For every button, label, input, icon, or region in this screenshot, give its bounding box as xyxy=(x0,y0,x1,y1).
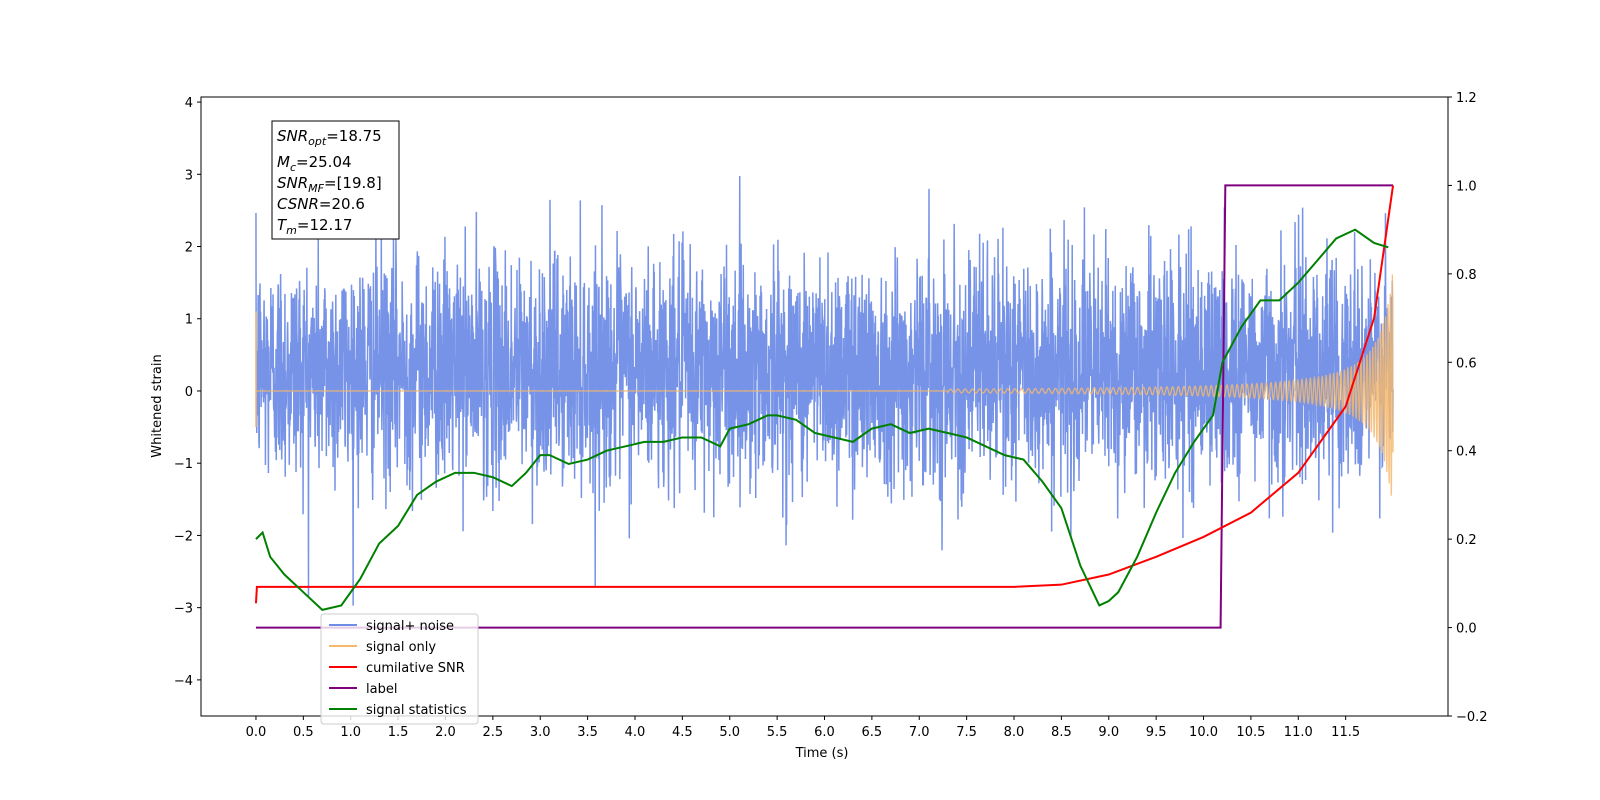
y-left-tick-label: −4 xyxy=(174,674,193,689)
x-axis-label: Time (s) xyxy=(795,746,849,761)
y-right-tick-label: 0.8 xyxy=(1456,268,1477,283)
x-tick-label: 9.0 xyxy=(1098,725,1119,740)
y-left-tick-label: 4 xyxy=(185,96,193,111)
info-box: SNRopt=18.75 Mc=25.04 SNRMF=[19.8] CSNR=… xyxy=(271,120,400,240)
legend-label-label: label xyxy=(366,682,397,697)
x-tick-label: 2.0 xyxy=(435,725,456,740)
x-tick-label: 7.5 xyxy=(956,725,977,740)
legend-label-signal-statistics: signal statistics xyxy=(366,703,467,718)
info-box-frame xyxy=(271,120,400,240)
x-tick-label: 6.0 xyxy=(814,725,835,740)
x-tick-label: 3.5 xyxy=(577,725,598,740)
info-mc: Mc=25.04 xyxy=(277,153,352,174)
x-tick-label: 7.0 xyxy=(909,725,930,740)
x-tick-label: 10.5 xyxy=(1236,725,1265,740)
x-tick-label: 11.0 xyxy=(1284,725,1313,740)
y-right-tick-label: 1.2 xyxy=(1456,91,1477,106)
y-right-tick-label: 1.0 xyxy=(1456,179,1477,194)
y-axis-right-ticks: −0.2 0.0 0.2 0.4 0.6 0.8 1.0 1.2 xyxy=(1448,91,1488,725)
y-left-tick-label: 2 xyxy=(185,241,193,256)
y-left-tick-label: 0 xyxy=(185,385,193,400)
series-signal-statistics xyxy=(255,228,1389,611)
y-axis-label: Whitened strain xyxy=(150,354,165,457)
y-right-tick-label: 0.0 xyxy=(1456,622,1477,637)
y-right-tick-label: 0.6 xyxy=(1456,356,1477,371)
x-tick-label: 3.0 xyxy=(530,725,551,740)
x-tick-label: 0.0 xyxy=(246,725,267,740)
x-tick-label: 1.0 xyxy=(340,725,361,740)
x-tick-label: 6.5 xyxy=(862,725,883,740)
legend-label-signal-only: signal only xyxy=(366,640,436,655)
y-left-tick-label: −3 xyxy=(174,602,193,617)
y-left-tick-label: 3 xyxy=(185,168,193,183)
x-tick-label: 4.5 xyxy=(672,725,693,740)
x-tick-label: 5.0 xyxy=(719,725,740,740)
info-snr-mf: SNRMF=[19.8] xyxy=(277,174,382,195)
y-left-tick-label: −2 xyxy=(174,529,193,544)
x-tick-label: 2.5 xyxy=(483,725,504,740)
info-csnr: CSNR=20.6 xyxy=(277,195,365,213)
series-label xyxy=(255,184,1394,629)
y-left-tick-label: 1 xyxy=(185,313,193,328)
y-left-tick-label: −1 xyxy=(174,457,193,472)
legend-label-signal-noise: signal+ noise xyxy=(366,619,454,634)
x-tick-label: 4.0 xyxy=(625,725,646,740)
y-right-tick-label: −0.2 xyxy=(1456,710,1488,725)
series-signal-noise xyxy=(255,176,1394,606)
legend-frame xyxy=(320,613,479,725)
x-tick-label: 8.5 xyxy=(1051,725,1072,740)
info-snr-opt: SNRopt=18.75 xyxy=(277,127,382,148)
y-right-tick-label: 0.2 xyxy=(1456,533,1477,548)
x-tick-label: 5.5 xyxy=(767,725,788,740)
x-tick-label: 0.5 xyxy=(293,725,314,740)
y-right-tick-label: 0.4 xyxy=(1456,445,1477,460)
y-axis-left-ticks: −4 −3 −2 −1 0 1 2 3 4 xyxy=(174,96,201,689)
series-signal-only xyxy=(255,274,1394,496)
x-tick-label: 8.0 xyxy=(1004,725,1025,740)
info-tm: Tm=12.17 xyxy=(277,216,352,237)
x-tick-label: 9.5 xyxy=(1146,725,1167,740)
x-tick-label: 10.0 xyxy=(1189,725,1218,740)
x-axis-ticks: 0.0 0.5 1.0 1.5 2.0 2.5 3.0 3.5 4.0 4.5 5.0 5.5 6.0 6… xyxy=(246,716,1360,740)
x-tick-label: 1.5 xyxy=(388,725,409,740)
legend: signal+ noise signal only cumilative SNR… xyxy=(320,613,479,725)
x-tick-label: 11.5 xyxy=(1331,725,1360,740)
legend-label-cumulative-snr: cumilative SNR xyxy=(366,661,465,676)
series-layer xyxy=(254,176,1395,629)
series-cumulative-snr xyxy=(254,185,1395,604)
